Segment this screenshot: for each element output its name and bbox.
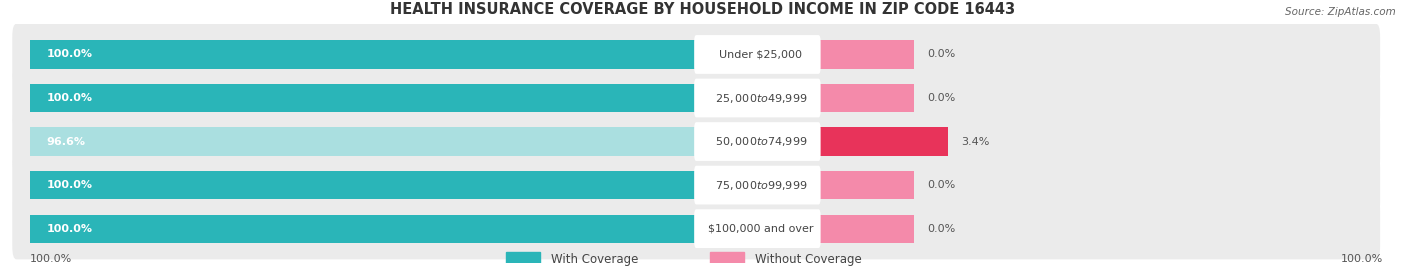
- FancyBboxPatch shape: [13, 198, 1381, 259]
- FancyBboxPatch shape: [13, 67, 1381, 129]
- Bar: [818, 40, 914, 69]
- Bar: [818, 128, 948, 156]
- Text: 100.0%: 100.0%: [46, 180, 93, 190]
- Bar: [818, 171, 914, 199]
- Text: Under $25,000: Under $25,000: [720, 49, 803, 59]
- Text: Without Coverage: Without Coverage: [755, 253, 862, 266]
- Text: 0.0%: 0.0%: [928, 224, 956, 234]
- Text: 0.0%: 0.0%: [928, 49, 956, 59]
- Text: 100.0%: 100.0%: [46, 93, 93, 103]
- FancyBboxPatch shape: [695, 166, 821, 204]
- Bar: [818, 84, 914, 112]
- Text: $100,000 and over: $100,000 and over: [709, 224, 814, 234]
- Text: 100.0%: 100.0%: [1340, 254, 1384, 264]
- Text: $75,000 to $99,999: $75,000 to $99,999: [714, 179, 807, 192]
- Text: 100.0%: 100.0%: [46, 49, 93, 59]
- Text: 100.0%: 100.0%: [30, 254, 72, 264]
- FancyBboxPatch shape: [695, 209, 821, 248]
- Text: 0.0%: 0.0%: [928, 180, 956, 190]
- Text: 0.0%: 0.0%: [928, 93, 956, 103]
- Bar: [30, 214, 703, 243]
- FancyBboxPatch shape: [695, 79, 821, 117]
- Bar: [506, 252, 540, 266]
- Bar: [818, 214, 914, 243]
- Bar: [30, 171, 703, 199]
- Text: 100.0%: 100.0%: [46, 224, 93, 234]
- Text: 96.6%: 96.6%: [46, 137, 86, 147]
- FancyBboxPatch shape: [695, 122, 821, 161]
- Text: $25,000 to $49,999: $25,000 to $49,999: [714, 91, 807, 105]
- Text: HEALTH INSURANCE COVERAGE BY HOUSEHOLD INCOME IN ZIP CODE 16443: HEALTH INSURANCE COVERAGE BY HOUSEHOLD I…: [391, 2, 1015, 17]
- Text: 3.4%: 3.4%: [962, 137, 990, 147]
- FancyBboxPatch shape: [13, 154, 1381, 216]
- FancyBboxPatch shape: [695, 35, 821, 74]
- Bar: [30, 128, 703, 156]
- Text: $50,000 to $74,999: $50,000 to $74,999: [714, 135, 807, 148]
- FancyBboxPatch shape: [13, 111, 1381, 172]
- Bar: [30, 84, 703, 112]
- Bar: [710, 252, 744, 266]
- Bar: [30, 40, 703, 69]
- Text: With Coverage: With Coverage: [551, 253, 638, 266]
- Text: Source: ZipAtlas.com: Source: ZipAtlas.com: [1285, 7, 1396, 17]
- FancyBboxPatch shape: [13, 24, 1381, 85]
